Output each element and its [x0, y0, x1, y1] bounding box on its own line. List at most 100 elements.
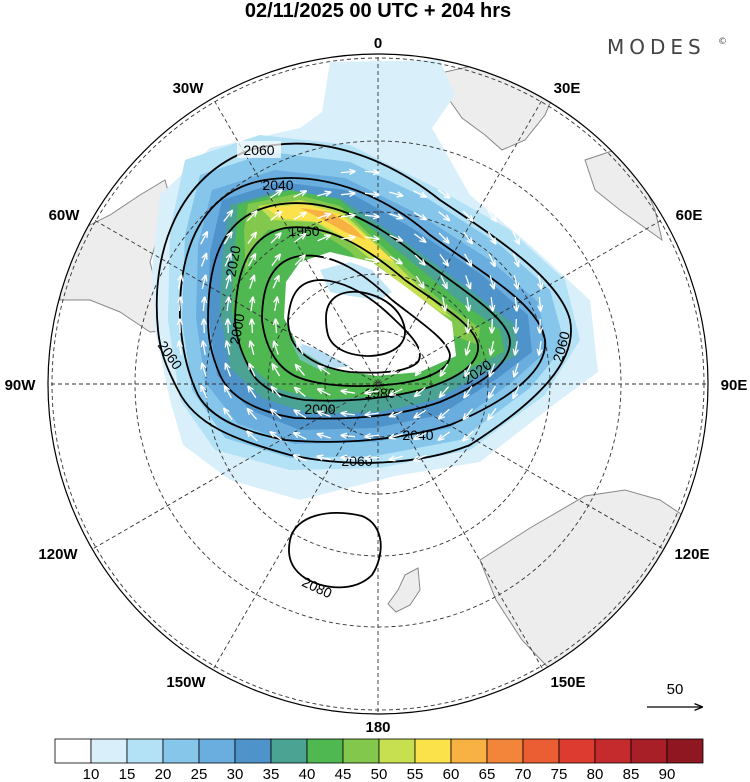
wind-arrow	[318, 389, 331, 396]
colorbar-tick-label: 55	[407, 766, 424, 782]
wind-arrow	[270, 233, 281, 244]
wind-arrow	[340, 171, 355, 172]
wind-arrow	[272, 364, 281, 377]
wind-reference: 50	[647, 681, 702, 707]
contour-label: 1980	[364, 385, 395, 401]
wind-arrow	[203, 297, 204, 312]
contour-2040	[179, 177, 546, 443]
wind-arrow	[365, 435, 380, 436]
colorbar-tick-label: 90	[659, 766, 676, 782]
wind-arrow	[515, 296, 516, 311]
wind-arrow	[201, 386, 208, 399]
wind-arrow	[464, 253, 472, 266]
lon-label-60w: 60W	[49, 207, 81, 224]
wind-arrow	[341, 413, 355, 415]
contour-2080	[288, 512, 382, 589]
wind-arrow	[250, 341, 254, 355]
wind-arrow	[317, 192, 330, 196]
wind-arrow	[247, 409, 258, 420]
wind-arrow	[514, 275, 517, 289]
wind-arrow	[340, 259, 355, 262]
band-60	[300, 208, 366, 240]
colorbar-swatch	[558, 738, 596, 764]
wind-arrow	[539, 296, 540, 311]
wind-arrow	[365, 391, 380, 393]
wind-arrow	[439, 386, 450, 398]
wind-arrow	[226, 275, 230, 289]
wind-arrow	[439, 408, 450, 418]
wind-arrow	[390, 388, 403, 395]
wind-arrow	[414, 432, 427, 439]
colorbar-swatch	[198, 738, 236, 764]
wind-arrow	[414, 409, 427, 418]
wind-arrow	[492, 318, 493, 333]
wind-arrow	[414, 254, 425, 265]
wind-arrow	[487, 210, 497, 222]
wind-arrow	[490, 275, 494, 288]
graticule	[48, 54, 708, 714]
colorbar-swatch	[594, 738, 632, 764]
colorbar-swatch	[522, 738, 560, 764]
colorbar-swatch	[414, 738, 452, 764]
wind-arrows	[179, 171, 542, 460]
wind-arrow	[247, 232, 256, 244]
colorbar-swatch	[90, 738, 128, 764]
colorbar-tick-label: 60	[443, 766, 460, 782]
wind-arrow	[317, 456, 331, 460]
contour-1960	[287, 279, 421, 374]
lon-label-30e: 30E	[554, 80, 581, 97]
svg-text:©: ©	[718, 37, 727, 47]
wind-arrow	[269, 190, 282, 199]
wind-arrow	[270, 432, 283, 441]
colorbar-tick-label: 85	[623, 766, 640, 782]
wind-arrow	[317, 434, 331, 439]
wind-arrow	[247, 431, 258, 442]
wind-arrow	[463, 408, 474, 420]
wind-arrow	[414, 233, 425, 242]
colorbar-tick-label: 25	[191, 766, 208, 782]
colorbar-tick-label: 20	[155, 766, 172, 782]
wind-arrow	[389, 433, 403, 438]
wind-arrow	[318, 366, 331, 375]
wind-arrow	[438, 232, 449, 243]
contour-label: 2060	[243, 142, 274, 158]
lon-label-90e: 90E	[721, 377, 748, 394]
contour-label: 1960	[288, 223, 319, 239]
wind-arrow	[294, 433, 307, 440]
wind-arrow	[365, 413, 379, 415]
wind-arrow	[340, 193, 355, 194]
colorbar-swatch	[306, 738, 344, 764]
wind-arrow	[271, 387, 282, 398]
wind-arrow	[512, 253, 519, 267]
wind-arrow	[389, 456, 403, 460]
wind-arrow	[488, 407, 497, 419]
wind-arrow	[252, 319, 253, 334]
wind-arrow	[467, 297, 469, 311]
wind-arrow	[364, 215, 379, 217]
wind-arrow	[317, 235, 331, 242]
lon-label-150e: 150E	[550, 674, 585, 691]
colorbar-tick-label: 50	[371, 766, 388, 782]
wind-arrow	[491, 341, 494, 355]
wind-arrow	[251, 297, 253, 311]
wind-arrow	[389, 213, 402, 219]
wind-arrow	[179, 297, 180, 312]
contour-label: 2000	[304, 401, 335, 417]
wind-arrow	[539, 275, 542, 289]
modes-logo: MODES ©	[607, 35, 727, 59]
wind-arrow	[294, 234, 305, 243]
wind-arrow	[513, 385, 520, 399]
wind-arrow	[270, 212, 282, 221]
lon-label-60e: 60E	[676, 207, 703, 224]
contour-label: 2000	[226, 312, 247, 346]
wind-arrow	[226, 364, 232, 377]
wind-arrow	[224, 408, 233, 421]
lon-label-120w: 120W	[38, 546, 78, 563]
contour-label: 2060	[549, 329, 573, 363]
lon-label-0: 0	[374, 35, 382, 52]
wind-arrow	[415, 387, 426, 397]
wind-arrow	[364, 171, 379, 172]
wind-arrow	[294, 455, 307, 462]
wind-arrow	[248, 386, 257, 399]
